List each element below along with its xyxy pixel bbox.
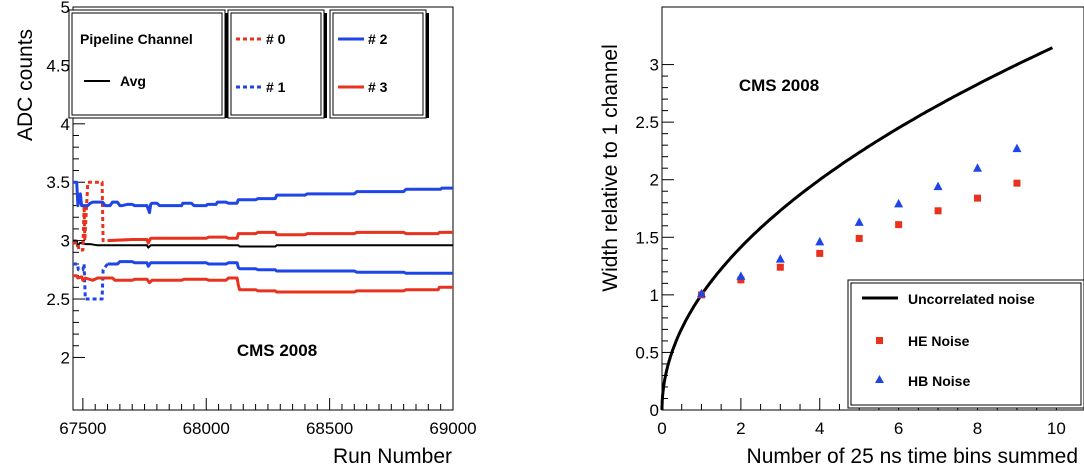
x-tick-label: 68000 <box>183 419 230 438</box>
x-tick-label: 67500 <box>59 419 106 438</box>
legend-swatch-hb <box>875 375 884 383</box>
left-cms-annotation: CMS 2008 <box>237 341 317 360</box>
hb-noise-point <box>736 271 746 280</box>
hb-noise-point <box>696 288 706 298</box>
y-tick-label: 5 <box>61 0 70 17</box>
left-y-axis-label: ADC counts <box>14 29 37 141</box>
legend-entry-ch1: # 1 <box>266 79 286 95</box>
x-tick-label: 68500 <box>306 419 353 438</box>
series-line-4 <box>73 274 453 294</box>
hb-noise-point <box>815 236 825 246</box>
y-tick-label: 3 <box>650 56 659 75</box>
x-tick-label: 2 <box>736 419 745 438</box>
plot-frame <box>72 6 454 411</box>
y-tick-label: 3 <box>61 232 70 251</box>
y-tick-label: 2 <box>61 348 70 367</box>
right-legend: Uncorrelated noise HE Noise HB Noise <box>847 279 1084 409</box>
legend-header: Pipeline Channel <box>80 31 193 47</box>
y-tick-label: 4 <box>61 115 70 134</box>
right-x-axis-label: Number of 25 ns time bins summed <box>747 445 1078 468</box>
y-tick-label: 2.5 <box>46 290 70 309</box>
legend-entry-ch0: # 0 <box>266 31 286 47</box>
hb-noise-point <box>933 181 943 191</box>
y-tick-label: 0.5 <box>635 343 659 362</box>
y-tick-label: 4.5 <box>46 56 70 75</box>
y-tick-label: 1.5 <box>635 228 659 247</box>
legend-entry-uncorrelated: Uncorrelated noise <box>908 291 1035 307</box>
legend-entry-ch3: # 3 <box>368 79 388 95</box>
hb-noise-point <box>1012 143 1022 153</box>
legend-entry-hb: HB Noise <box>908 373 970 389</box>
right-plot-area: 0 0.5 1 1.5 2 2.5 3 0 2 4 6 8 10 <box>635 6 1084 438</box>
left-panel: ADC counts Run Number 2 2.5 3 3.5 4 4.5 5 67500… <box>14 0 477 468</box>
y-tick-label: 1 <box>650 286 659 305</box>
legend-entry-he: HE Noise <box>908 333 970 349</box>
he-noise-point <box>816 249 824 257</box>
plot-frame <box>661 6 1084 411</box>
right-cms-annotation: CMS 2008 <box>739 76 819 95</box>
x-tick-label: 8 <box>973 419 982 438</box>
series-line-1 <box>73 180 108 252</box>
x-tick-label: 4 <box>815 419 824 438</box>
series-line-5 <box>107 230 453 245</box>
x-tick-label: 0 <box>657 419 666 438</box>
he-noise-point <box>974 194 982 202</box>
x-tick-label: 10 <box>1047 419 1066 438</box>
hb-noise-point <box>854 217 864 226</box>
he-noise-point <box>934 207 942 215</box>
right-y-axis-label: Width relative to 1 channel <box>599 44 622 291</box>
left-x-axis-label: Run Number <box>333 445 452 468</box>
y-tick-label: 2 <box>650 171 659 190</box>
series-line-0 <box>73 239 453 249</box>
y-tick-label: 2.5 <box>635 113 659 132</box>
he-noise-point <box>776 263 784 271</box>
x-tick-label: 6 <box>894 419 903 438</box>
series-line-2 <box>73 262 109 301</box>
hb-noise-point <box>775 254 785 263</box>
y-tick-label: 3.5 <box>46 173 70 192</box>
hb-noise-point <box>894 198 904 208</box>
he-noise-point <box>1013 179 1021 187</box>
left-legend: Pipeline Channel Avg # 0 # 1 # 2 # 3 <box>68 9 429 119</box>
series-line-3 <box>73 180 453 215</box>
legend-entry-ch2: # 2 <box>368 31 388 47</box>
left-plot-area: 2 2.5 3 3.5 4 4.5 5 67500 68000 68500 69000 <box>46 0 476 438</box>
legend-swatch-he <box>876 337 883 344</box>
uncorrelated-noise-curve <box>660 46 1054 410</box>
hb-noise-point <box>973 163 983 172</box>
series-line-6 <box>107 260 453 275</box>
y-tick-label: 0 <box>650 401 659 420</box>
legend-entry-avg: Avg <box>120 73 146 89</box>
x-tick-label: 69000 <box>429 419 476 438</box>
he-noise-point <box>855 234 863 242</box>
right-panel: Width relative to 1 channel Number of 25… <box>599 6 1084 468</box>
he-noise-point <box>895 221 903 229</box>
